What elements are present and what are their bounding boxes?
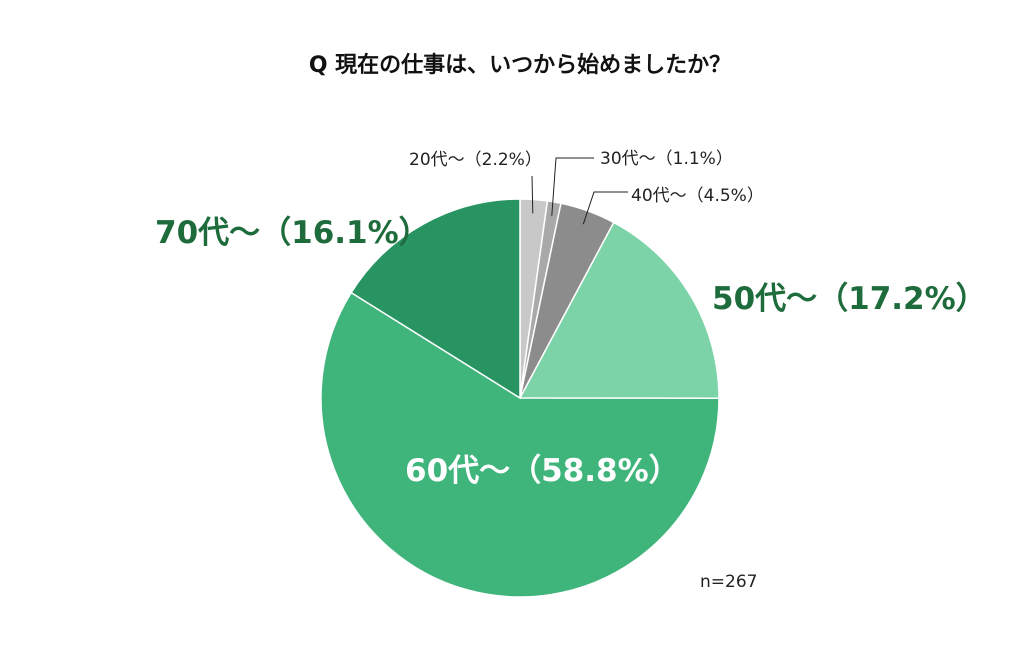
pie-slice-3 [518,221,720,400]
leader-line-2 [582,191,628,225]
sample-size-note: n=267 [700,572,757,592]
pie-slice-5 [350,198,521,400]
slice-label-2: 40代〜（4.5%） [631,186,764,206]
slice-label-4: 60代〜（58.8%） [405,453,680,489]
slice-label-1: 30代〜（1.1%） [600,149,733,169]
chart-title: Q 現在の仕事は、いつから始めましたか？ [309,52,731,78]
slice-label-0: 20代〜（2.2%） [409,150,542,170]
leader-line-1 [551,157,594,216]
slice-label-3: 50代〜（17.2%） [712,281,987,317]
pie-slice-4 [320,291,720,598]
leader-line-0 [531,175,534,214]
slice-label-5: 70代〜（16.1%） [155,215,430,251]
